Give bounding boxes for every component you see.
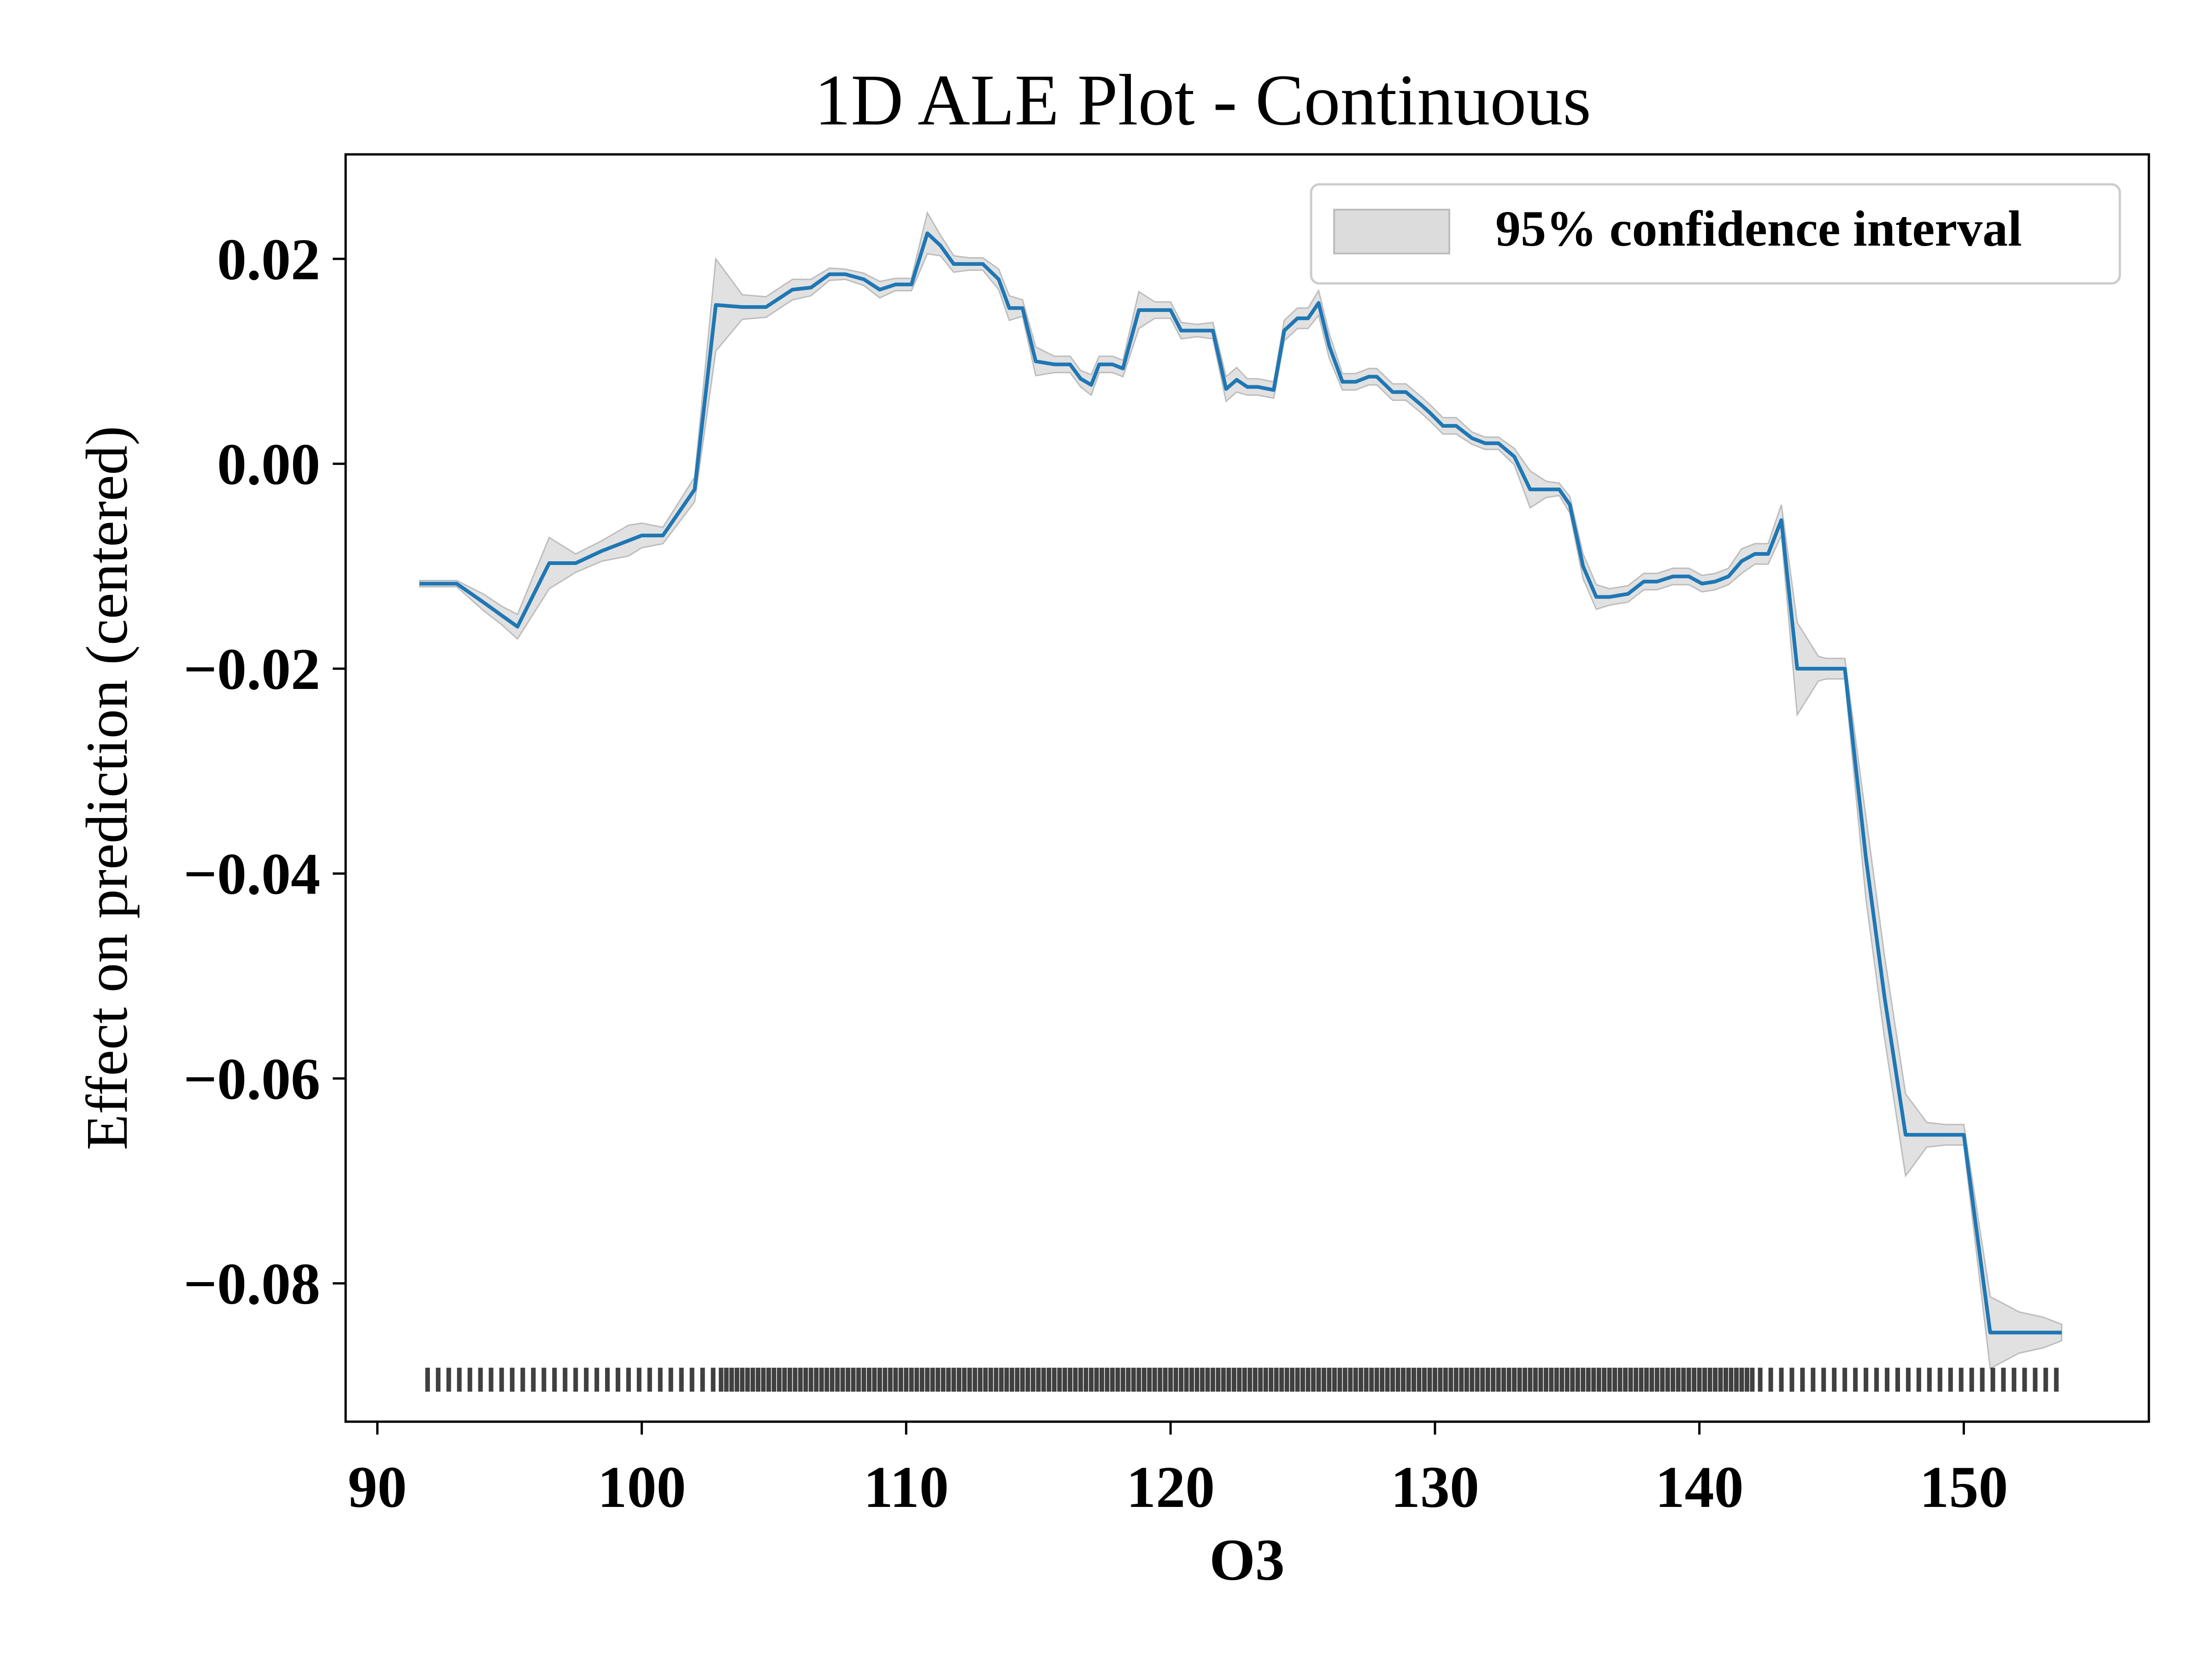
plot-area [419,211,2063,1392]
legend: 95% confidence interval [1310,183,2121,285]
x-tick-label: 150 [1919,1454,2008,1520]
plot-frame [344,153,2150,1423]
x-tick-label: 110 [864,1454,949,1520]
y-tick-label: −0.04 [183,841,320,907]
legend-swatch-confidence-band [1333,209,1450,254]
legend-label-confidence: 95% confidence interval [1495,200,2022,257]
x-tick-label: 130 [1391,1454,1479,1520]
y-tick-label: 0.00 [217,431,320,497]
legend-box [1310,183,2121,285]
y-tick-label: −0.08 [183,1251,320,1317]
y-tick-label: −0.06 [183,1046,320,1112]
ale-line [419,231,2062,1335]
x-tick-label: 120 [1126,1454,1215,1520]
confidence-band [419,211,2063,1370]
y-tick-label: 0.02 [217,227,320,292]
chart-title: 1D ALE Plot - Continuous [814,60,1591,141]
rug-plot [425,1367,2059,1392]
y-axis-label: Effect on prediction (centered) [74,426,140,1150]
x-tick-label: 90 [348,1454,407,1520]
x-axis-label: O3 [1209,1527,1285,1593]
x-tick-label: 140 [1655,1454,1744,1520]
y-tick-label: −0.02 [183,636,320,702]
x-axis: 90 100 110 120 130 140 150 [348,1422,2008,1520]
x-tick-label: 100 [598,1454,686,1520]
y-axis: 0.02 0.00 −0.02 −0.04 −0.06 −0.08 [183,227,346,1317]
